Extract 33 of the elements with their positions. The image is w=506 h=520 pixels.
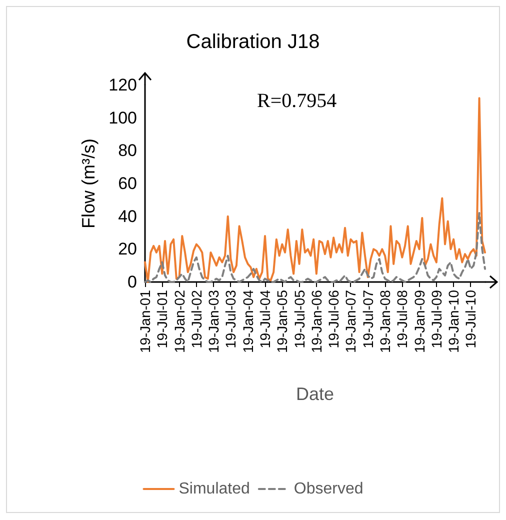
x-tick-label: 19-Jan-03: [206, 290, 222, 354]
x-tick-label: 19-Jul-10: [462, 290, 479, 348]
x-tick-label: 19-Jul-07: [360, 290, 376, 348]
x-tick-label: 19-Jan-04: [240, 290, 256, 354]
x-tick-label: 19-Jul-05: [291, 290, 308, 348]
y-tick-label: 80: [118, 141, 137, 160]
y-tick-label: 100: [108, 108, 137, 128]
x-tick-label: 19-Jul-06: [326, 290, 342, 348]
x-tick-label: 19-Jan-07: [342, 290, 359, 354]
y-tick-label: 40: [118, 206, 137, 226]
x-tick-label: 19-Jan-02: [171, 290, 188, 354]
x-tick-label: 19-Jul-03: [222, 290, 239, 348]
legend-label: Observed: [294, 480, 364, 498]
x-tick-label: 19-Jan-08: [377, 290, 393, 354]
x-tick-label: 19-Jul-01: [154, 290, 170, 348]
x-tick-label: 19-Jan-09: [411, 290, 428, 354]
y-tick-label: 60: [118, 174, 137, 193]
x-tick-label: 19-Jan-10: [446, 290, 462, 354]
legend-label: Simulated: [178, 480, 250, 498]
y-tick-label: 120: [108, 76, 137, 94]
y-tick-label: 20: [118, 240, 137, 259]
y-tick-label: 0: [128, 272, 137, 292]
x-axis-title: Date: [296, 384, 334, 404]
x-tick-label: 19-Jul-09: [428, 290, 444, 348]
x-tick-label: 19-Jul-04: [257, 290, 273, 348]
x-tick-label: 19-Jan-06: [308, 290, 324, 354]
x-tick-label: 19-Jan-01: [137, 290, 153, 354]
x-tick-label: 19-Jul-08: [394, 290, 410, 348]
chart-title: Calibration J18: [186, 31, 320, 53]
y-axis-title: Flow (m³/s): [78, 138, 99, 228]
x-tick-label: 19-Jul-02: [188, 290, 204, 348]
x-tick-label: 19-Jan-05: [274, 290, 290, 354]
annotation: R=0.7954: [257, 90, 337, 112]
